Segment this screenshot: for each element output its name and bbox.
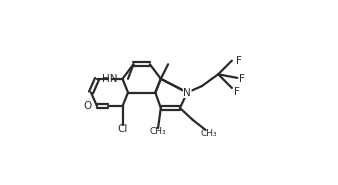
Text: F: F	[239, 74, 245, 84]
Text: CH₃: CH₃	[150, 127, 166, 136]
Text: HN: HN	[102, 74, 118, 84]
Text: CH₃: CH₃	[201, 129, 217, 138]
Text: F: F	[234, 87, 240, 97]
Text: Cl: Cl	[117, 124, 128, 134]
Text: O: O	[84, 101, 92, 111]
Text: N: N	[183, 88, 191, 97]
Text: F: F	[236, 56, 241, 66]
